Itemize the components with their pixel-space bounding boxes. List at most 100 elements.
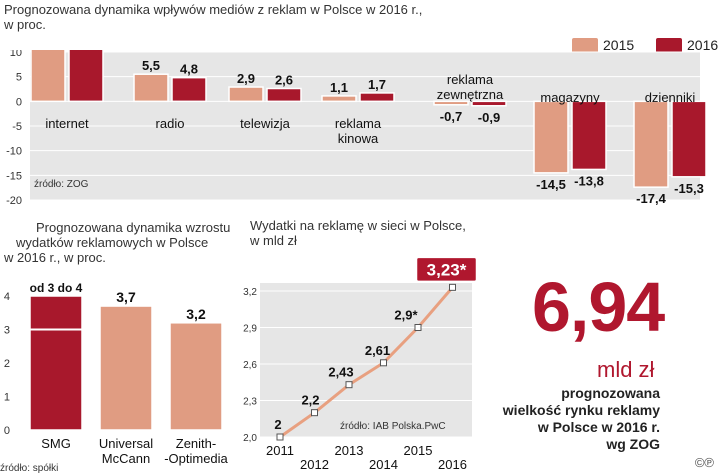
x-tick-label: 2016 xyxy=(438,457,467,472)
data-label: 3,2 xyxy=(186,306,206,322)
top-chart-title: Prognozowana dynamika wpływów mediów z r… xyxy=(4,2,422,32)
bar-2016 xyxy=(671,100,707,178)
agency-title-line3: w 2016 r., w proc. xyxy=(4,250,106,265)
online-source-note: źródło: IAB Polska.PwC xyxy=(340,421,446,432)
category-label: Zenith--Optimedia xyxy=(164,436,228,466)
y-tick-label: 2,3 xyxy=(243,397,257,408)
category-label: dzienniki xyxy=(645,90,696,105)
x-tick-label: 2015 xyxy=(404,443,433,458)
legend-swatch-2016 xyxy=(656,38,682,53)
data-label: -17,4 xyxy=(636,191,666,206)
bar-2016 xyxy=(571,100,607,171)
category-label: reklama zewnętrzna xyxy=(437,72,504,102)
market-size-unit: mld zł xyxy=(597,357,655,382)
data-label: -14,5 xyxy=(536,177,566,192)
y-tick-label: 2,0 xyxy=(243,433,257,444)
top-source-note: źródło: ZOG xyxy=(34,179,89,190)
data-label: 3,7 xyxy=(116,289,136,305)
x-tick-label: 2011 xyxy=(266,443,294,458)
data-label: 5,5 xyxy=(142,58,160,73)
y-tick-label: 3 xyxy=(4,325,10,337)
agency-source-note: źródło: spółki xyxy=(0,463,58,474)
agency-title-line2: wydatków reklamowych w Polsce xyxy=(16,235,209,250)
data-label: 2,9* xyxy=(394,308,418,323)
caption-line4: wg ZOG xyxy=(606,436,660,452)
category-label: Universal McCann xyxy=(99,436,153,466)
market-size-caption: prognozowana wielkość rynku reklamy w Po… xyxy=(503,385,660,453)
bar-2016 xyxy=(171,76,207,103)
caption-line2: wielkość rynku reklamy xyxy=(502,402,660,418)
y-tick-label: 3,2 xyxy=(243,287,257,298)
y-tick-label: 10 xyxy=(10,50,22,59)
bar-1 xyxy=(99,305,153,431)
data-label: -0,9 xyxy=(478,110,500,125)
bar-2015 xyxy=(133,73,169,103)
y-tick-label: 0 xyxy=(4,425,10,437)
chart-panel-background xyxy=(260,283,472,437)
bar-2015 xyxy=(433,100,469,106)
x-tick-label: 2013 xyxy=(335,443,364,458)
y-tick-label: 2 xyxy=(4,358,10,370)
data-label: 2,43 xyxy=(328,365,353,380)
category-label: telewizja xyxy=(240,116,291,131)
data-label: 2,2 xyxy=(301,393,319,408)
data-label: 2,61 xyxy=(365,343,390,358)
y-tick-label: 1 xyxy=(4,392,10,404)
bar-2 xyxy=(169,322,223,431)
y-tick-label: -5 xyxy=(12,121,22,133)
y-tick-label: -20 xyxy=(6,195,22,207)
data-label: -15,3 xyxy=(674,181,704,196)
data-point xyxy=(380,359,387,367)
bar-0 xyxy=(29,295,83,431)
top-legend: 2015 2016 xyxy=(0,0,720,53)
online-title-line1: Wydatki na reklamę w sieci w Polsce, xyxy=(250,218,466,233)
data-label: od 3 do 4 xyxy=(30,281,83,295)
y-tick-label: 4 xyxy=(4,291,10,303)
legend-label-2016: 2016 xyxy=(687,37,719,53)
bar-2015 xyxy=(228,86,264,103)
top-chart-title-line2: w proc. xyxy=(4,17,46,32)
y-tick-label: -15 xyxy=(6,170,22,182)
data-label: 2 xyxy=(274,417,281,432)
y-tick-label: 0 xyxy=(16,96,22,108)
data-point xyxy=(345,381,353,389)
y-tick-label: 2,6 xyxy=(243,360,257,371)
legend-swatch-2015 xyxy=(572,38,598,53)
online-spend-chart: 3,2 2,9 2,6 2,3 2,0 2 2,2 2,43 2,61 2,9* 3,23* 20… xyxy=(243,256,478,472)
bar-2016 xyxy=(68,50,104,103)
market-size-value: 6,94 xyxy=(532,268,665,346)
bar-2015 xyxy=(321,95,357,103)
agency-title-line1: Prognozowana dynamika wzrostu xyxy=(36,220,231,235)
data-point xyxy=(311,409,318,417)
category-label: magazyny xyxy=(540,90,600,105)
data-label: 2,9 xyxy=(237,71,255,86)
series-line xyxy=(279,286,454,439)
bar-2015 xyxy=(633,100,669,188)
copyright-mark: ©℗ xyxy=(694,455,714,470)
y-tick-label: -10 xyxy=(6,146,22,158)
category-label: radio xyxy=(156,116,185,131)
agency-forecast-chart: 4 3 2 1 0 od 3 do 4 3,7 3,2 SMG Universal McCann… xyxy=(0,281,229,474)
data-label: 1,1 xyxy=(330,80,348,95)
x-tick-label: 2014 xyxy=(369,457,398,472)
highlight-badge xyxy=(415,256,478,283)
y-tick-label: 5 xyxy=(16,72,22,84)
y-tick-label: 2,9 xyxy=(243,324,257,335)
top-chart-title-line1: Prognozowana dynamika wpływów mediów z r… xyxy=(4,2,423,17)
data-label: -0,7 xyxy=(440,109,462,124)
category-label: SMG xyxy=(41,436,71,451)
online-title-line2: w mld zł xyxy=(250,233,297,248)
bar-2015 xyxy=(30,50,66,103)
category-label: internet xyxy=(45,116,89,131)
category-label: reklama kinowa xyxy=(335,116,382,146)
data-point xyxy=(414,324,422,331)
bar-2016 xyxy=(359,92,395,103)
agency-chart-title: Prognozowana dynamika wzrostu wydatków r… xyxy=(4,220,230,265)
x-tick-label: 2012 xyxy=(300,457,329,472)
bar-2016 xyxy=(266,87,302,103)
data-label: 2,6 xyxy=(275,73,293,88)
caption-line1: prognozowana xyxy=(561,385,660,401)
data-label: 3,23* xyxy=(427,260,467,279)
data-label: 4,8 xyxy=(180,62,198,77)
